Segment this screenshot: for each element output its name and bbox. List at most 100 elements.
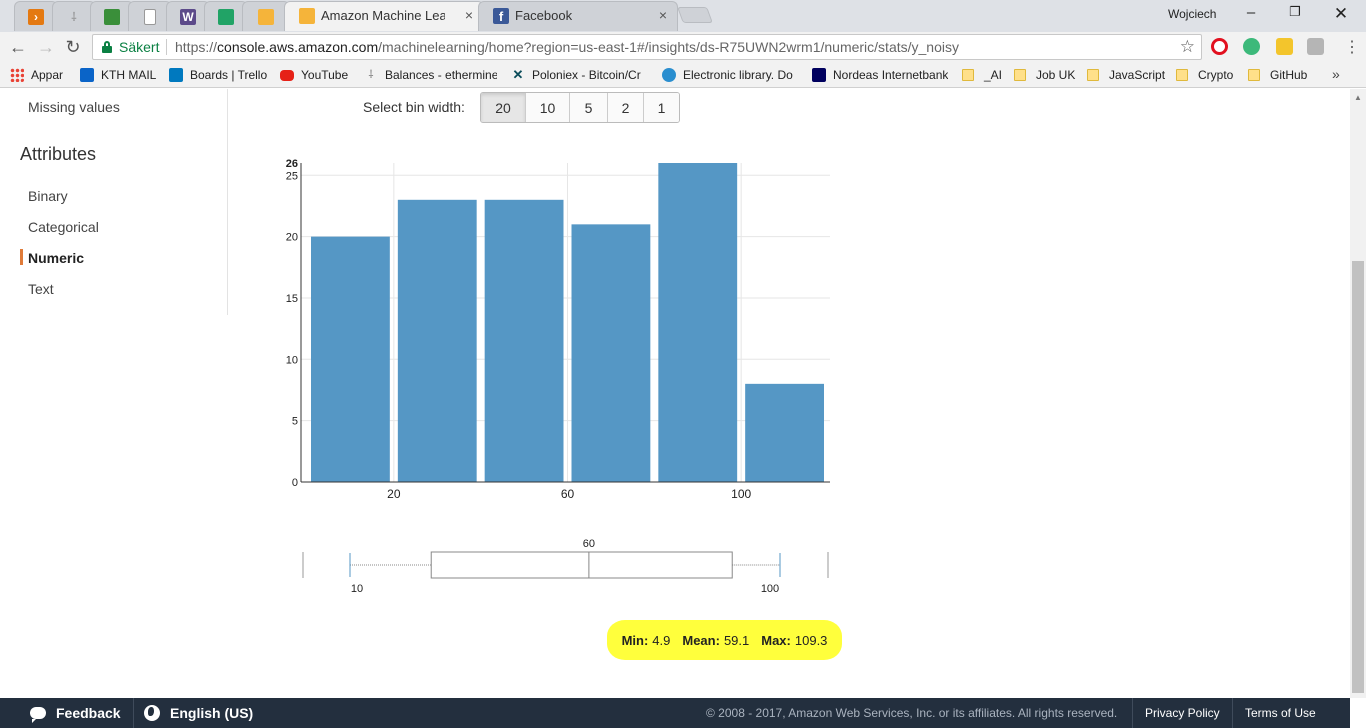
sidebar-item-binary[interactable]: Binary — [28, 188, 68, 204]
bookmark-folder-job-uk[interactable]: Job UK — [1014, 67, 1080, 83]
sidebar-item-text[interactable]: Text — [28, 281, 54, 297]
scroll-thumb[interactable] — [1352, 261, 1364, 693]
bookmark-label: Electronic library. Do — [683, 68, 793, 82]
address-bar[interactable]: Säkert https://console.aws.amazon.com/ma… — [92, 34, 1202, 60]
tab-spreadsheet[interactable] — [204, 1, 248, 31]
url-text[interactable]: https://console.aws.amazon.com/machinele… — [175, 39, 959, 55]
new-tab-button[interactable] — [677, 7, 713, 23]
bookmark-poloniex[interactable]: ✕ Poloniex - Bitcoin/Cr — [511, 67, 647, 83]
folder-icon — [1014, 69, 1026, 81]
attributes-sidebar: Missing values Attributes Binary Categor… — [0, 89, 228, 315]
minimize-icon[interactable]: – — [1246, 4, 1256, 21]
tab-facebook[interactable]: f Facebook × — [478, 1, 678, 31]
bookmark-label: Balances - ethermine — [385, 68, 497, 82]
folder-icon — [1087, 69, 1099, 81]
copyright-text: © 2008 - 2017, Amazon Web Services, Inc.… — [706, 706, 1118, 720]
feedback-button[interactable]: Feedback — [30, 698, 121, 728]
bin-width-option-5[interactable]: 5 — [570, 93, 608, 122]
language-label: English (US) — [170, 705, 254, 721]
tab-title: Amazon Machine Learnin — [321, 8, 445, 23]
sidebar-item-categorical[interactable]: Categorical — [28, 219, 99, 235]
tab-document[interactable] — [128, 1, 172, 31]
bin-width-option-10[interactable]: 10 — [526, 93, 570, 122]
back-icon[interactable]: ← — [9, 37, 27, 57]
tab-package[interactable] — [242, 1, 290, 31]
scroll-up-icon[interactable]: ▲ — [1354, 93, 1362, 102]
pickaxe-icon: ⸸ — [368, 69, 374, 81]
x-tick-label: 100 — [731, 487, 751, 501]
browser-toolbar: ← → ↻ Säkert https://console.aws.amazon.… — [0, 32, 1366, 62]
opera-extension-icon[interactable] — [1211, 38, 1228, 55]
boxplot-box — [430, 551, 733, 579]
sidebar-item-numeric[interactable]: Numeric — [28, 250, 85, 266]
feedback-label: Feedback — [56, 705, 121, 721]
y-tick-label: 20 — [286, 232, 298, 244]
bookmark-electronic-library[interactable]: Electronic library. Do — [662, 67, 798, 83]
bookmark-label: _AI — [984, 68, 1003, 82]
boxplot-low-label: 10 — [351, 583, 363, 595]
folder-icon — [1248, 69, 1260, 81]
privacy-policy-link[interactable]: Privacy Policy — [1145, 706, 1220, 720]
mean-label: Mean: — [682, 632, 720, 648]
mail-extension-icon[interactable] — [1307, 38, 1324, 55]
page-content: Missing values Attributes Binary Categor… — [0, 89, 1350, 698]
summary-stats: Min: 4.9 Mean: 59.1 Max: 109.3 — [607, 620, 842, 660]
close-icon[interactable]: × — [464, 7, 473, 23]
menu-icon[interactable]: ⋮ — [1344, 39, 1360, 56]
y-tick-label: 0 — [292, 477, 298, 489]
y-tick-label: 10 — [286, 354, 298, 366]
tab-aws-console[interactable]: › — [14, 1, 58, 31]
boxplot-median-label: 60 — [583, 538, 595, 550]
attributes-heading: Attributes — [20, 144, 97, 164]
y-tick-label: 25 — [286, 170, 298, 182]
url-path: /machinelearning/home?region=us-east-1#/… — [378, 39, 959, 55]
tab-amazon-machine-learning[interactable]: Amazon Machine Learnin × — [284, 1, 484, 31]
min-label: Min: — [621, 632, 649, 648]
more-bookmarks-icon[interactable]: » — [1332, 66, 1340, 82]
terms-of-use-link[interactable]: Terms of Use — [1245, 706, 1316, 720]
grammarly-extension-icon[interactable] — [1243, 38, 1260, 55]
bookmark-label: Job UK — [1036, 68, 1076, 82]
bookmark-label: KTH MAIL — [101, 68, 157, 82]
close-window-icon[interactable]: ✕ — [1333, 4, 1349, 23]
console-footer: Feedback English (US) © 2008 - 2017, Ama… — [0, 698, 1350, 728]
bookmark-kth-mail[interactable]: KTH MAIL — [80, 67, 160, 83]
bookmark-trello[interactable]: Boards | Trello — [169, 67, 269, 83]
page-scrollbar[interactable]: ▲ — [1350, 89, 1366, 698]
bookmark-nordea[interactable]: Nordeas Internetbank — [812, 67, 948, 83]
y-max-label: 26 — [286, 158, 298, 170]
url-scheme: https:// — [175, 39, 218, 55]
language-selector[interactable]: English (US) — [144, 698, 253, 728]
bin-width-option-1[interactable]: 1 — [644, 93, 679, 122]
tool-icon: ⸸ — [71, 9, 77, 24]
restore-icon[interactable]: ❐ — [1289, 4, 1301, 19]
boxplot-chart: 60 10 100 — [302, 538, 829, 595]
profile-name[interactable]: Wojciech — [1168, 7, 1217, 21]
active-indicator — [20, 249, 23, 265]
weather-extension-icon[interactable] — [1276, 38, 1293, 55]
close-icon[interactable]: × — [658, 7, 667, 23]
bookmark-star-icon[interactable]: ☆ — [1179, 37, 1195, 56]
sidebar-item-missing-values[interactable]: Missing values — [28, 99, 120, 115]
bookmark-apps[interactable]: Appar — [10, 67, 70, 83]
globe-icon — [144, 705, 160, 721]
forward-icon[interactable]: → — [37, 37, 55, 57]
package-icon — [299, 8, 315, 24]
bookmark-folder-github[interactable]: GitHub — [1248, 67, 1314, 83]
reload-icon[interactable]: ↻ — [65, 37, 81, 57]
bookmark-label: Nordeas Internetbank — [833, 68, 948, 82]
secure-label: Säkert — [119, 39, 160, 55]
bookmark-folder-ai[interactable]: _AI — [962, 67, 1006, 83]
tab-tool[interactable]: ⸸ — [52, 1, 96, 31]
tab-w-app[interactable]: W — [166, 1, 210, 31]
bookmark-folder-crypto[interactable]: Crypto — [1176, 67, 1238, 83]
bin-width-option-20[interactable]: 20 — [481, 93, 526, 122]
w-app-icon: W — [180, 8, 196, 25]
histogram-bar — [311, 236, 390, 482]
tab-title: Facebook — [515, 8, 573, 23]
bookmark-ethermine[interactable]: ⸸ Balances - ethermine — [364, 67, 497, 83]
bin-width-option-2[interactable]: 2 — [608, 93, 644, 122]
bookmark-folder-javascript[interactable]: JavaScript — [1087, 67, 1167, 83]
histogram-bar — [658, 163, 738, 482]
bookmark-youtube[interactable]: YouTube — [280, 67, 354, 83]
